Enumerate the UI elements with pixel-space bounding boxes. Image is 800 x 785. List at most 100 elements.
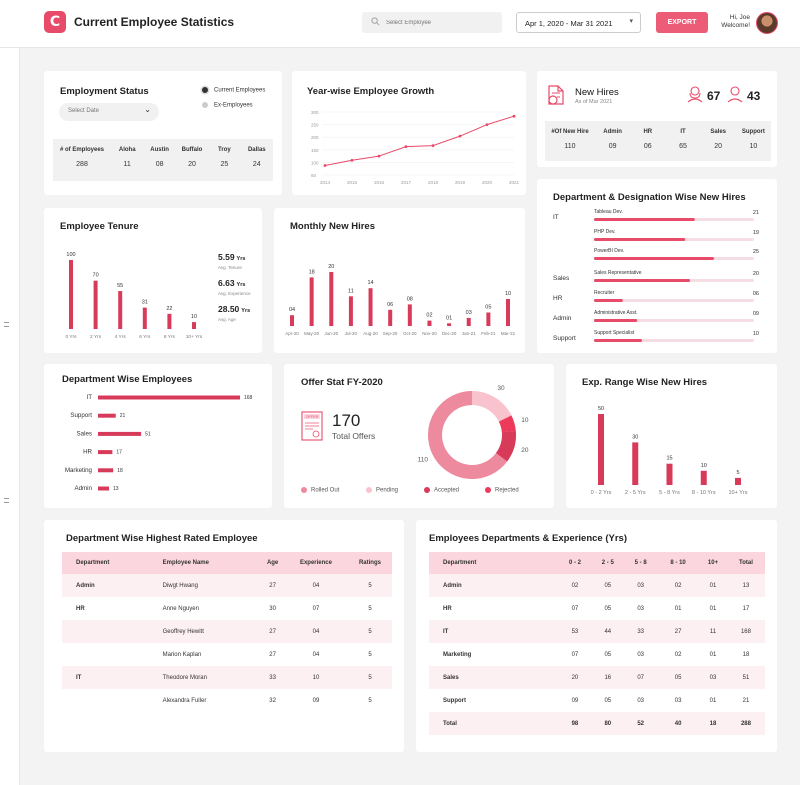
sidebar-handle-icon[interactable] <box>4 498 9 503</box>
monthly-hires-card: Monthly New Hires 04 Apr-20 18 May-20 20 Jun-… <box>274 208 525 353</box>
radio-ex[interactable]: Ex-Employees <box>202 102 253 109</box>
bar <box>69 260 73 329</box>
column-header[interactable]: Experience <box>283 552 348 574</box>
table-cell: 13 <box>726 574 765 597</box>
column-header[interactable]: 10+ <box>699 552 727 574</box>
app-logo[interactable]: C <box>44 11 66 33</box>
legend-swatch <box>301 487 307 493</box>
export-button[interactable]: EXPORT <box>656 12 708 33</box>
column-header[interactable]: Department <box>62 552 157 574</box>
column-header[interactable]: Department <box>429 552 559 574</box>
table-row[interactable]: Marketing 07 05 03 02 01 18 <box>429 643 765 666</box>
category-label: Support <box>70 412 92 419</box>
table-cell: 33 <box>624 620 658 643</box>
date-range-picker[interactable]: Apr 1, 2020 - Mar 31 2021 ▾ <box>516 12 641 33</box>
legend-label: Rejected <box>495 487 519 494</box>
table-row[interactable]: Admin Diwgt Hwang 27 04 5 <box>62 574 392 597</box>
column-header[interactable]: Employee Name <box>156 552 262 574</box>
bar <box>632 442 639 485</box>
y-tick-label: 50 <box>311 173 317 178</box>
new-hires-card: New Hires As of Mar 2021 67 43 #Of New H… <box>537 71 777 167</box>
search-input[interactable] <box>386 15 496 30</box>
bar <box>388 309 393 326</box>
bar-value: 13 <box>113 486 119 492</box>
male-icon <box>727 86 743 103</box>
column-header[interactable]: 5 - 8 <box>624 552 658 574</box>
bar <box>427 320 432 326</box>
tenure-stat: 6.63 Yrs Avg. Experience <box>218 273 251 296</box>
grid-value: 25 <box>220 161 229 168</box>
table-row[interactable]: Alexandra Fuller 32 09 5 <box>62 689 392 712</box>
category-label: 6 Yrs <box>139 334 151 340</box>
page-title: Current Employee Statistics <box>74 15 235 29</box>
x-tick-label: 2017 <box>401 180 412 185</box>
tenure-stat: 5.59 Yrs Avg. Tenure <box>218 247 245 270</box>
date-select[interactable]: Select Date ⌄ <box>59 103 159 121</box>
designation-label: PHP Dev. <box>594 229 616 235</box>
table-row[interactable]: HR Anne Nguyen 30 07 5 <box>62 597 392 620</box>
bar <box>368 288 373 326</box>
column-header[interactable]: 2 - 5 <box>591 552 625 574</box>
table-row[interactable]: IT 53 44 33 27 11 168 <box>429 620 765 643</box>
table-cell: Marketing <box>443 651 472 658</box>
column-header[interactable]: Age <box>261 552 284 574</box>
category-label: Apr-20 <box>285 331 299 336</box>
sidebar-handle-icon[interactable] <box>4 322 9 327</box>
table-cell <box>62 689 157 712</box>
bar <box>167 313 172 329</box>
search-box[interactable] <box>362 12 502 33</box>
table-row[interactable]: Sales 20 16 07 05 03 51 <box>429 666 765 689</box>
table-row[interactable]: Marion Kaplan 27 04 5 <box>62 643 392 666</box>
table-row[interactable]: Geoffrey Hewitt 27 04 5 <box>62 620 392 643</box>
card-title: Year-wise Employee Growth <box>307 86 435 97</box>
table-row[interactable]: Total 98 80 52 40 18 288 <box>429 712 765 735</box>
radio-current[interactable]: Current Employees <box>202 87 265 94</box>
bar <box>594 339 642 342</box>
column-header[interactable]: 0 - 2 <box>558 552 592 574</box>
table-row[interactable]: Admin 02 05 03 02 01 13 <box>429 574 765 597</box>
column-header[interactable]: 8 - 10 <box>657 552 700 574</box>
designation-label: Sales Representative <box>594 270 642 276</box>
category-label: 8 Yrs <box>164 334 176 340</box>
grid-header: Buffalo <box>181 147 203 153</box>
bar <box>142 307 147 329</box>
table-cell: 03 <box>637 605 644 612</box>
bar-value: 168 <box>244 395 253 401</box>
column-header[interactable]: Total <box>726 552 765 574</box>
category-label: 10+ Yrs <box>728 490 747 496</box>
bar <box>700 470 707 485</box>
table-row[interactable]: IT Theodore Moran 33 10 5 <box>62 666 392 689</box>
x-tick-label: 2020 <box>482 180 493 185</box>
table-cell: IT <box>429 620 559 643</box>
column-header[interactable]: Ratings <box>347 552 392 574</box>
bar-value: 19 <box>753 230 759 236</box>
bar <box>407 304 412 326</box>
table-cell: 21 <box>742 697 750 704</box>
table-cell: 30 <box>269 605 276 612</box>
table-cell: HR <box>76 605 85 612</box>
bar <box>98 468 114 473</box>
bar <box>118 291 123 329</box>
category-label: Nov-20 <box>422 331 437 336</box>
data-point <box>404 145 408 149</box>
category-label: 2 Yrs <box>90 334 102 340</box>
table-cell: 04 <box>283 574 348 597</box>
offer-total: 170 <box>332 411 361 430</box>
table-row[interactable]: HR 07 05 03 01 01 17 <box>429 597 765 620</box>
chevron-down-icon: ⌄ <box>144 105 151 114</box>
user-avatar[interactable] <box>756 12 778 34</box>
y-tick-label: 250 <box>311 123 319 128</box>
table-cell: 27 <box>261 620 284 643</box>
legend-label: Accepted <box>434 487 460 494</box>
card-subtitle: As of Mar 2021 <box>575 99 613 105</box>
bar-value-label: 08 <box>407 296 413 302</box>
category-label: May-20 <box>304 331 320 336</box>
table-cell: 01 <box>674 605 682 612</box>
designation-bar-chart: IT Tableau Dev. 21 PHP Dev. 19 PowerBI Dev. 25… <box>553 209 759 342</box>
radio-current-label: Current Employees <box>214 87 266 94</box>
table-cell: Diwgt Hwang <box>156 574 262 597</box>
table-row[interactable]: Support 09 05 03 03 01 21 <box>429 689 765 712</box>
bar <box>447 323 452 326</box>
grid-value: 20 <box>188 161 196 168</box>
